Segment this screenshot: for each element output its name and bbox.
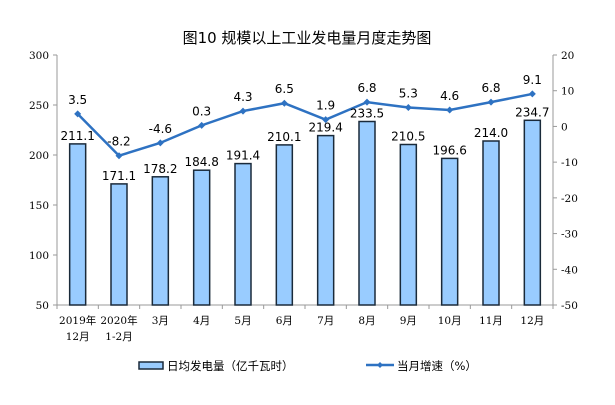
line-point bbox=[280, 99, 288, 107]
line-point bbox=[198, 121, 206, 129]
line-label: 9.1 bbox=[523, 73, 542, 87]
x-tick-label: 11月 bbox=[479, 315, 503, 327]
line-point bbox=[322, 116, 330, 124]
x-tick-label: 8月 bbox=[358, 315, 375, 327]
x-tick-label: 3月 bbox=[152, 315, 169, 327]
bar bbox=[399, 143, 418, 306]
line-label: 4.3 bbox=[233, 90, 252, 104]
left-tick-label: 250 bbox=[29, 100, 49, 112]
bar-label: 219.4 bbox=[308, 121, 342, 135]
left-tick-label: 150 bbox=[29, 200, 49, 212]
bar bbox=[358, 120, 376, 306]
bar-label: 211.1 bbox=[60, 129, 94, 143]
x-tick-label: 6月 bbox=[276, 315, 293, 327]
right-tick-label: -50 bbox=[561, 300, 578, 312]
chart-title: 图10 规模以上工业发电量月度走势图 bbox=[183, 29, 432, 47]
left-tick-label: 100 bbox=[29, 250, 49, 262]
left-tick-label: 50 bbox=[36, 300, 49, 312]
legend-line-label: 当月增速（%） bbox=[397, 359, 477, 373]
line-point bbox=[528, 90, 536, 98]
bar-label: 210.1 bbox=[267, 130, 301, 144]
line-point bbox=[446, 106, 454, 114]
right-tick-label: -40 bbox=[561, 264, 578, 276]
bar-label: 191.4 bbox=[226, 149, 260, 163]
growth-line bbox=[76, 92, 533, 158]
line-label: 6.8 bbox=[481, 81, 500, 95]
line-point bbox=[156, 139, 164, 147]
bar-label: 234.7 bbox=[515, 105, 549, 119]
right-tick-label: -30 bbox=[561, 229, 578, 241]
bar bbox=[68, 143, 87, 306]
left-tick-label: 200 bbox=[29, 150, 49, 162]
line-label: 6.5 bbox=[275, 82, 294, 96]
bar-label: 184.8 bbox=[184, 155, 218, 169]
legend-line-marker bbox=[377, 362, 383, 368]
x-tick-label: 2019年 bbox=[59, 314, 96, 327]
bar bbox=[440, 157, 459, 306]
bar bbox=[482, 140, 500, 306]
line-point bbox=[404, 104, 412, 111]
right-tick-label: -10 bbox=[561, 157, 578, 169]
bar bbox=[192, 169, 211, 306]
right-tick-label: 20 bbox=[561, 50, 574, 62]
legend-bar-swatch bbox=[138, 361, 164, 370]
x-tick-label: 7月 bbox=[317, 315, 334, 327]
right-tick-label: 10 bbox=[561, 86, 574, 98]
bar bbox=[151, 176, 170, 306]
left-tick-label: 300 bbox=[29, 50, 49, 62]
legend: 日均发电量（亿千瓦时） 当月增速（%） bbox=[138, 359, 477, 373]
line-label: 4.6 bbox=[440, 89, 459, 103]
x-tick-label: 2020年 bbox=[100, 314, 137, 327]
bar bbox=[523, 119, 542, 306]
line-label: 1.9 bbox=[316, 99, 335, 113]
line-label: 0.3 bbox=[192, 104, 211, 118]
bar-label: 196.6 bbox=[432, 143, 466, 157]
bar-label: 214.0 bbox=[474, 126, 508, 140]
line-label: 6.8 bbox=[357, 81, 376, 95]
right-tick-label: -20 bbox=[561, 193, 578, 205]
line-point bbox=[363, 98, 371, 106]
line-point bbox=[239, 107, 247, 115]
bar bbox=[234, 162, 252, 306]
x-tick-label: 5月 bbox=[234, 315, 251, 327]
line-point bbox=[115, 152, 123, 160]
x-tick-label: 9月 bbox=[400, 315, 417, 327]
line-label: 5.3 bbox=[399, 87, 418, 101]
bar-label: 178.2 bbox=[143, 162, 177, 176]
legend-bar-label: 日均发电量（亿千瓦时） bbox=[167, 359, 294, 373]
line-point bbox=[487, 98, 495, 106]
x-tick-label: 1-2月 bbox=[105, 331, 132, 343]
line-label: 3.5 bbox=[68, 93, 87, 107]
line-point bbox=[74, 110, 82, 118]
bar-label: 233.5 bbox=[350, 107, 384, 121]
line-label: -8.2 bbox=[107, 135, 130, 149]
bar bbox=[275, 144, 294, 306]
bar bbox=[316, 134, 335, 306]
right-tick-label: 0 bbox=[561, 121, 568, 133]
line-label: -4.6 bbox=[149, 122, 172, 136]
x-tick-label: 12月 bbox=[66, 331, 90, 343]
bar-label: 210.5 bbox=[391, 130, 425, 144]
bar bbox=[110, 183, 128, 306]
x-tick-label: 4月 bbox=[193, 315, 210, 327]
x-tick-label: 12月 bbox=[520, 315, 544, 327]
x-tick-label: 10月 bbox=[438, 315, 462, 327]
bar-label: 171.1 bbox=[102, 169, 136, 183]
